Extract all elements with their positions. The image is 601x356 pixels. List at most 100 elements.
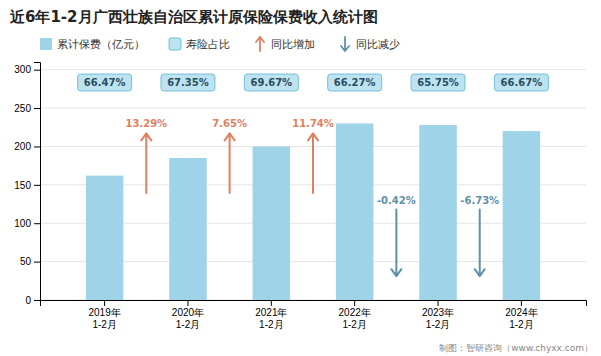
x-tick: 2023年1-2月 [422,300,454,330]
x-tick-label-line: 2020年 [172,307,204,318]
y-tick: 150 [14,180,40,191]
x-tick-mark [521,300,522,306]
annotations: 66.47% 67.35% 69.67% 66.27% 65.75% 66.67% 13.2… [84,77,542,206]
legend-item: 寿险占比 [169,38,230,51]
ratio-label: 65.75% [417,77,459,88]
bar [169,158,207,300]
y-tick-label: 0 [25,295,31,306]
yoy-label: -6.73% [460,195,499,206]
y-tick: 100 [14,218,40,229]
y-tick: 200 [14,141,40,152]
x-tick-label-line: 1-2月 [509,319,533,330]
yoy-label: 13.29% [125,118,167,129]
x-tick-label-line: 2024年 [505,307,537,318]
y-tick-mark [34,262,40,263]
x-tick-mark [271,300,272,306]
y-tick-mark [34,300,40,301]
y-tick-label: 150 [14,180,31,191]
y-tick-label: 250 [14,103,31,114]
bar [336,123,374,300]
y-axis-line [34,63,41,301]
x-tick-mark [438,300,439,306]
ratio-label: 67.35% [167,77,209,88]
x-tick: 2024年1-2月 [505,300,537,330]
ratio-label: 66.27% [334,77,376,88]
yoy-arrow [225,133,235,193]
ratio-box [411,74,465,91]
legend-label: 累计保费（亿元） [57,38,145,51]
y-tick: 300 [14,64,40,75]
x-tick-label-line: 2023年 [422,307,454,318]
x-tick-label-line: 1-2月 [259,319,283,330]
grid-line [40,108,586,109]
x-tick-label-line: 2022年 [339,307,371,318]
yoy-arrow [475,210,485,277]
y-tick: 0 [25,295,40,306]
yoy-label: 7.65% [212,118,247,129]
ratio-label: 69.67% [250,77,292,88]
y-tick-mark [34,223,40,224]
ratio-box [161,74,215,91]
x-tick-label-line: 1-2月 [342,319,366,330]
ratio-box [494,74,548,91]
x-tick-label-line: 1-2月 [426,319,450,330]
legend-label: 同比增加 [271,38,315,51]
x-tick: 2022年1-2月 [339,300,371,330]
yoy-arrow [308,133,318,193]
x-axis: 2019年1-2月2020年1-2月2021年1-2月2022年1-2月2023… [41,300,587,330]
x-tick-mark [104,300,105,306]
x-tick-label: 2020年1-2月 [172,307,204,330]
title: 近6年1-2月广西壮族自治区累计原保险保费收入统计图 [9,8,378,26]
legend-swatch [169,38,181,50]
bar [253,146,291,300]
legend-label: 同比减少 [356,38,400,51]
x-tick-label: 2023年1-2月 [422,307,454,330]
ratio-label: 66.47% [84,77,126,88]
x-tick-label: 2021年1-2月 [255,307,287,330]
x-tick-label: 2024年1-2月 [505,307,537,330]
x-tick-label-line: 1-2月 [92,319,116,330]
bar [419,125,457,300]
legend-item: 同比增加 [256,37,315,51]
ratio-box [244,74,298,91]
grid [40,70,586,300]
y-tick-mark [34,70,40,71]
legend-item: 同比减少 [341,37,400,51]
yoy-arrow [391,210,401,277]
yoy-label: -0.42% [377,195,416,206]
y-tick-label: 50 [20,256,32,267]
legend-swatch [256,37,264,51]
y-tick-mark [34,146,40,147]
legend-item: 累计保费（亿元） [40,38,145,51]
y-tick-label: 200 [14,141,31,152]
yoy-label: 11.74% [292,118,334,129]
x-tick-label: 2022年1-2月 [339,307,371,330]
y-tick-label: 100 [14,218,31,229]
x-tick-label-line: 2019年 [88,307,120,318]
ratio-box [78,74,132,91]
yoy-arrow [141,133,151,193]
ratio-box [328,74,382,91]
x-tick-mark [354,300,355,306]
y-tick: 50 [20,256,40,267]
bar [503,131,541,300]
bar [86,176,124,300]
y-tick-mark [34,185,40,186]
y-tick-mark [34,108,40,109]
y-tick: 250 [14,103,40,114]
plot-marks [78,74,549,300]
grid-line [40,69,586,70]
ratio-label: 66.67% [501,77,543,88]
x-axis-line [41,301,587,307]
x-tick: 2020年1-2月 [172,300,204,330]
legend-swatch [40,38,52,50]
x-tick-label: 2019年1-2月 [88,307,120,330]
y-tick-label: 300 [14,64,31,75]
legend-label: 寿险占比 [186,38,230,51]
x-tick: 2021年1-2月 [255,300,287,330]
x-tick: 2019年1-2月 [88,300,120,330]
y-axis: 0 50 100 150 200 250 300 [14,63,40,306]
legend: 累计保费（亿元） 寿险占比 同比增加 同比减少 [40,37,400,51]
x-tick-label-line: 2021年 [255,307,287,318]
x-tick-label-line: 1-2月 [176,319,200,330]
